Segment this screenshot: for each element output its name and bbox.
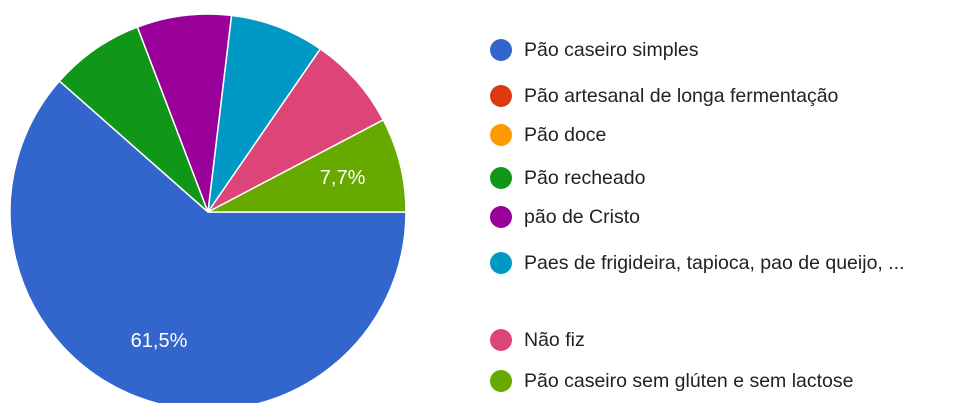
legend-label: Paes de frigideira, tapioca, pao de quei… (524, 252, 905, 274)
legend-item: pão de Cristo (490, 200, 640, 234)
pie-slice (207, 14, 322, 213)
legend-label: Pão doce (524, 124, 607, 146)
data-label: 61,5% (131, 330, 188, 352)
legend-label: pão de Cristo (524, 206, 640, 228)
pie-slice (207, 47, 385, 213)
legend-label: Pão caseiro sem glúten e sem lactose (524, 370, 854, 392)
pie-slice (58, 26, 209, 213)
legend-label: Não fiz (524, 329, 585, 351)
legend-item: Pão caseiro sem glúten e sem lactose (490, 364, 854, 398)
legend-swatch (490, 124, 512, 146)
legend-swatch (490, 39, 512, 61)
legend-swatch (490, 329, 512, 351)
legend-label: Pão recheado (524, 167, 646, 189)
legend-swatch (490, 252, 512, 274)
legend-swatch (490, 370, 512, 392)
legend-swatch (490, 85, 512, 107)
legend-swatch (490, 206, 512, 228)
legend-swatch (490, 167, 512, 189)
pie-slice (136, 13, 233, 213)
legend-label: Pão artesanal de longa fermentação (524, 85, 839, 107)
legend-item: Pão recheado (490, 161, 645, 195)
data-label: 7,7% (320, 167, 366, 189)
legend-item: Pão artesanal de longa fermentação (490, 79, 838, 113)
legend-item: Não fiz (490, 323, 585, 357)
legend-item: Pão doce (490, 118, 606, 152)
legend-item: Paes de frigideira, tapioca, pao de quei… (490, 246, 944, 280)
pie-slice (207, 118, 407, 213)
pie: 61,5% 7,7% (9, 13, 407, 403)
pie-slice (9, 80, 407, 403)
legend-label: Pão caseiro simples (524, 39, 699, 61)
legend-item: Pão caseiro simples (490, 33, 699, 67)
